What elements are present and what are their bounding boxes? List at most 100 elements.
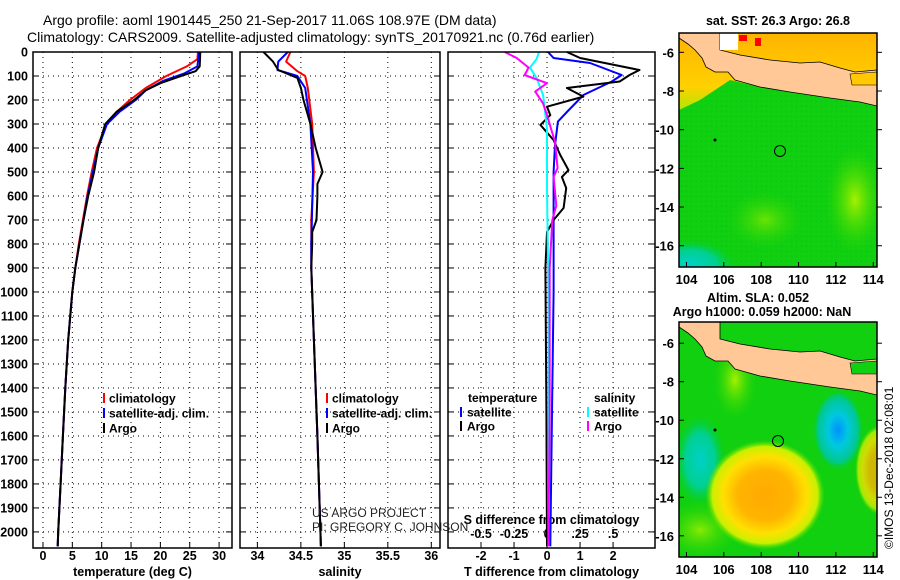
sla-bay bbox=[849, 360, 877, 375]
lat-tick-label: -8 bbox=[662, 375, 674, 390]
sla-map-title: Altim. SLA: 0.052 bbox=[707, 291, 809, 305]
sst-map-axes: 104 106 108 110 112 114 -6 -8 -10 -12 -14 -16 bbox=[655, 45, 884, 287]
depth-tick-label: 1400 bbox=[0, 381, 28, 395]
legend-title-temperature: temperature bbox=[468, 391, 538, 405]
x-tick-label: 35 bbox=[337, 549, 351, 563]
series-satellite-adj-clim- bbox=[276, 51, 322, 547]
sla-map-frame bbox=[678, 321, 878, 558]
sst-cool-southwest bbox=[679, 240, 735, 267]
lat-tick-label: -6 bbox=[662, 45, 674, 60]
legend-label: Argo bbox=[109, 422, 137, 436]
lon-tick-label: 106 bbox=[713, 272, 735, 287]
depth-tick-label: 600 bbox=[7, 189, 28, 203]
series-climatology bbox=[285, 51, 322, 547]
sst-warm-patch bbox=[725, 190, 805, 250]
depth-tick-label: 1100 bbox=[1, 309, 28, 323]
depth-tick-label: 1200 bbox=[0, 333, 28, 347]
sla-high-east bbox=[855, 425, 877, 515]
s-diff-tick-label: -0.25 bbox=[500, 527, 529, 541]
sla-argo-location-marker bbox=[772, 435, 784, 447]
chart-temperature: 0100200300400500600700800900100011001200… bbox=[0, 46, 233, 579]
depth-tick-label: 2000 bbox=[0, 525, 28, 539]
lat-tick-label: -14 bbox=[655, 200, 675, 215]
depth-tick-label: 900 bbox=[7, 261, 28, 275]
sla-island bbox=[713, 428, 717, 432]
s-diff-tick-label: .5 bbox=[608, 527, 618, 541]
legend-label: satellite-adj. clim. bbox=[109, 407, 209, 421]
lon-tick-label: 108 bbox=[750, 562, 772, 577]
lat-tick-label: -12 bbox=[655, 452, 674, 467]
x-tick-label: 15 bbox=[124, 549, 138, 563]
title-line-2: Climatology: CARS2009. Satellite-adjuste… bbox=[27, 29, 594, 45]
legend-label-temperature: satellite bbox=[467, 406, 512, 420]
sst-warm-east bbox=[825, 145, 877, 255]
title-line-1: Argo profile: aoml 1901445_250 21-Sep-20… bbox=[43, 12, 497, 28]
x-tick-label: 25 bbox=[183, 549, 197, 563]
depth-tick-label: 1000 bbox=[0, 285, 28, 299]
depth-tick-label: 800 bbox=[7, 237, 28, 251]
series-argo bbox=[262, 51, 324, 547]
legend-label-salinity: satellite bbox=[594, 406, 639, 420]
depth-tick-label: 1900 bbox=[0, 501, 28, 515]
lon-tick-label: 110 bbox=[788, 272, 809, 287]
x-tick-label: 30 bbox=[212, 549, 226, 563]
profile-charts: 0100200300400500600700800900100011001200… bbox=[0, 46, 656, 579]
sst-island bbox=[713, 138, 717, 142]
lat-tick-label: -10 bbox=[655, 413, 674, 428]
lon-tick-label: 108 bbox=[750, 272, 772, 287]
lat-tick-label: -6 bbox=[662, 336, 674, 351]
lon-tick-label: 114 bbox=[863, 272, 885, 287]
lon-tick-label: 106 bbox=[713, 562, 735, 577]
chart-salinity: 34 34.5 35 35.5 36 salinity climatologysatelli… bbox=[239, 51, 441, 579]
legend-label-temperature: Argo bbox=[467, 420, 495, 434]
legend-label-salinity: Argo bbox=[594, 420, 622, 434]
copyright-timestamp: ©IMOS 13-Dec-2018 02:08:01 bbox=[882, 386, 896, 549]
sst-map: sat. SST: 26.3 Argo: 26.8 104 106 108 110 11… bbox=[655, 14, 884, 287]
lat-tick-label: -16 bbox=[655, 239, 674, 254]
project-credit: US ARGO PROJECT bbox=[312, 506, 427, 520]
lat-tick-label: -10 bbox=[655, 123, 674, 138]
series-salinity-argo bbox=[504, 51, 559, 547]
x-tick-label: 2 bbox=[610, 549, 617, 563]
depth-tick-label: 500 bbox=[7, 165, 28, 179]
s-diff-tick-label: .25 bbox=[571, 527, 588, 541]
depth-tick-label: 100 bbox=[7, 69, 28, 83]
plot-frame bbox=[32, 51, 233, 549]
lat-tick-label: -14 bbox=[655, 490, 675, 505]
x-tick-label: 34 bbox=[250, 549, 264, 563]
sla-map: Altim. SLA: 0.052 Argo h1000: 0.059 h200… bbox=[655, 291, 884, 577]
x-axis-label: temperature (deg C) bbox=[73, 565, 192, 579]
sst-argo-location-marker bbox=[774, 145, 786, 157]
sla-high-center bbox=[705, 440, 825, 550]
chart-difference: -2 -1 0 1 2 T difference from climatology -0.5… bbox=[447, 51, 656, 579]
lon-tick-label: 104 bbox=[676, 562, 698, 577]
lon-tick-label: 114 bbox=[863, 562, 885, 577]
depth-tick-label: 1800 bbox=[0, 477, 28, 491]
series-climatology bbox=[56, 51, 199, 547]
x-tick-label: -2 bbox=[475, 549, 486, 563]
x-tick-label: 36 bbox=[424, 549, 438, 563]
sla-map-subtitle: Argo h1000: 0.059 h2000: NaN bbox=[673, 305, 852, 319]
sla-low-east bbox=[813, 390, 863, 470]
s-diff-tick-label: -0.5 bbox=[470, 527, 492, 541]
series-satellite-adj-clim- bbox=[56, 51, 201, 547]
lon-tick-label: 104 bbox=[676, 272, 698, 287]
lat-tick-label: -16 bbox=[655, 529, 674, 544]
sst-map-frame bbox=[678, 32, 878, 268]
depth-tick-label: 1300 bbox=[0, 357, 28, 371]
depth-tick-label: 700 bbox=[7, 213, 28, 227]
sst-bay bbox=[849, 71, 877, 86]
sla-map-axes: 104 106 108 110 112 114 -6 -8 -10 -12 -14 -16 bbox=[655, 336, 884, 577]
sst-map-title: sat. SST: 26.3 Argo: 26.8 bbox=[706, 14, 850, 28]
series-temperature-argo bbox=[539, 51, 641, 547]
depth-tick-label: 200 bbox=[7, 93, 28, 107]
x-tick-label: 20 bbox=[153, 549, 167, 563]
x-tick-label: 10 bbox=[95, 549, 109, 563]
depth-tick-label: 1600 bbox=[0, 429, 28, 443]
depth-tick-label: 300 bbox=[7, 117, 28, 131]
depth-tick-label: 0 bbox=[21, 46, 28, 60]
lon-tick-label: 112 bbox=[825, 562, 846, 577]
sla-land bbox=[679, 322, 877, 396]
legend-title-salinity: salinity bbox=[594, 391, 636, 405]
